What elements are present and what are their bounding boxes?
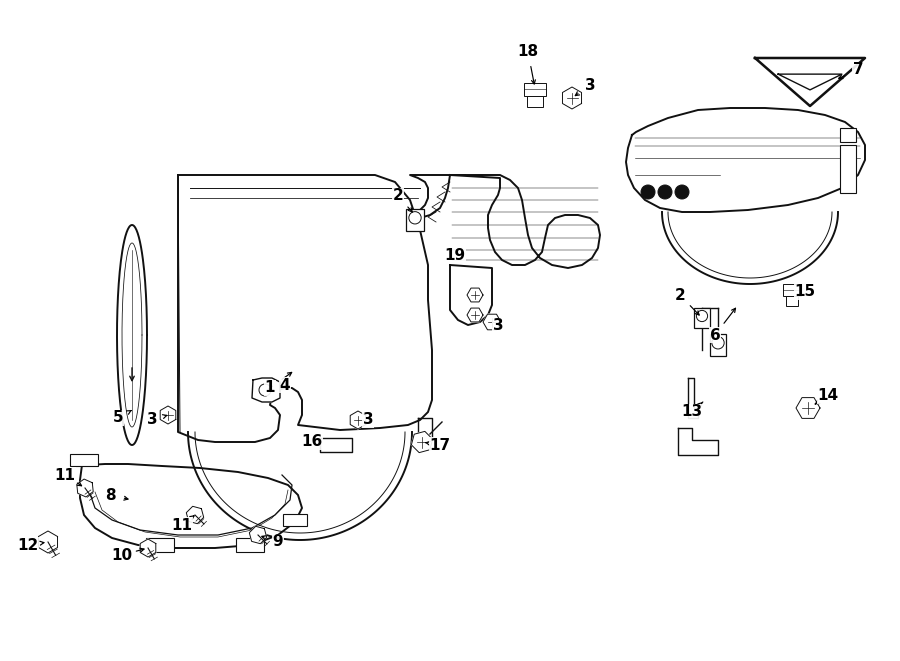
Text: 11: 11 (55, 467, 76, 483)
Text: 3: 3 (147, 412, 158, 428)
Polygon shape (450, 265, 492, 325)
Polygon shape (562, 87, 581, 109)
Bar (783, 284, 801, 296)
Polygon shape (186, 506, 203, 524)
Polygon shape (320, 438, 352, 452)
Text: 15: 15 (795, 284, 815, 299)
Text: 19: 19 (445, 247, 465, 262)
Bar (786, 296, 798, 306)
Circle shape (675, 185, 689, 199)
Circle shape (641, 185, 655, 199)
Bar (840, 128, 856, 142)
Polygon shape (76, 479, 94, 497)
Text: 8: 8 (104, 488, 115, 502)
Text: 9: 9 (273, 535, 284, 549)
Polygon shape (39, 531, 58, 553)
Text: 18: 18 (518, 44, 538, 59)
Polygon shape (188, 432, 412, 540)
Polygon shape (410, 175, 600, 268)
Bar (406, 209, 424, 231)
Bar (236, 538, 264, 552)
Polygon shape (80, 464, 302, 548)
Polygon shape (178, 175, 432, 442)
Polygon shape (688, 378, 698, 418)
Polygon shape (350, 411, 365, 429)
Text: 10: 10 (112, 547, 132, 563)
Text: 14: 14 (817, 389, 839, 403)
Polygon shape (160, 406, 176, 424)
Text: 3: 3 (363, 412, 374, 428)
Bar (70, 454, 98, 466)
Bar (283, 514, 307, 526)
Text: 2: 2 (675, 288, 686, 303)
Bar (840, 145, 856, 193)
Polygon shape (467, 288, 483, 302)
Polygon shape (626, 108, 865, 212)
Polygon shape (411, 432, 433, 453)
Circle shape (658, 185, 672, 199)
Bar (694, 308, 710, 328)
Bar (146, 538, 174, 552)
Polygon shape (140, 539, 156, 557)
Polygon shape (678, 428, 718, 455)
Text: 17: 17 (429, 438, 451, 453)
Polygon shape (117, 225, 147, 445)
Polygon shape (467, 308, 483, 322)
Bar (524, 83, 546, 97)
Polygon shape (755, 58, 865, 106)
Text: 7: 7 (852, 63, 863, 77)
Bar (527, 97, 543, 107)
Polygon shape (252, 378, 280, 402)
Text: 6: 6 (709, 327, 720, 342)
Text: 3: 3 (585, 77, 595, 93)
Polygon shape (483, 314, 501, 330)
Polygon shape (796, 398, 820, 418)
Text: 13: 13 (681, 405, 703, 420)
Text: 16: 16 (302, 434, 322, 449)
Text: 3: 3 (492, 319, 503, 334)
Text: 5: 5 (112, 410, 123, 426)
Text: 12: 12 (17, 537, 39, 553)
Text: 11: 11 (172, 518, 193, 533)
Bar (710, 334, 726, 356)
Polygon shape (249, 526, 266, 544)
Text: 4: 4 (280, 377, 291, 393)
Text: 1: 1 (265, 381, 275, 395)
Text: 2: 2 (392, 188, 403, 204)
